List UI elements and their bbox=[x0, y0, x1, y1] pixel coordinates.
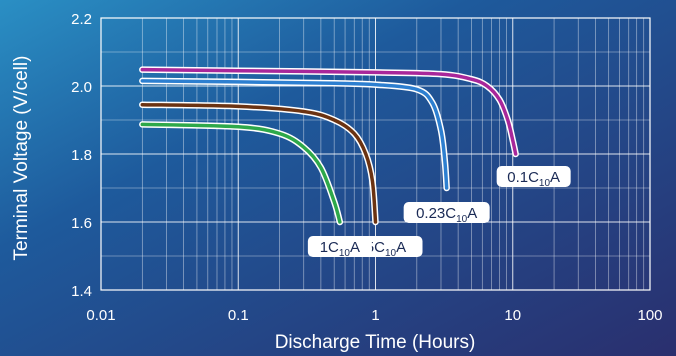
y-axis-title: Terminal Voltage (V/cell) bbox=[11, 56, 32, 261]
series-label-unit: A bbox=[550, 169, 560, 186]
x-tick-label: 10 bbox=[504, 307, 521, 324]
x-tick-label: 1 bbox=[371, 307, 379, 324]
series-label-main: 0.23C bbox=[416, 205, 456, 222]
plot-frame bbox=[100, 17, 651, 291]
y-tick-label: 1.4 bbox=[71, 283, 92, 300]
y-tick-label: 1.6 bbox=[71, 215, 92, 232]
series-line bbox=[140, 102, 378, 224]
series-line bbox=[140, 67, 518, 156]
y-tick-labels: 1.4 1.6 1.8 2.0 2.2 bbox=[71, 11, 92, 300]
series-label-sub: 10 bbox=[539, 178, 551, 189]
x-axis-title: Discharge Time (Hours) bbox=[275, 332, 476, 353]
series-label-box bbox=[496, 166, 571, 187]
series-label: 0.1C10A bbox=[496, 166, 571, 189]
series-label-box bbox=[403, 202, 490, 223]
series-line bbox=[140, 122, 342, 224]
series-label-sub: 10 bbox=[456, 214, 468, 225]
series-line bbox=[140, 79, 449, 190]
series-label: 1C10A bbox=[307, 236, 372, 259]
x-tick-labels: 0.01 0.1 1 10 100 bbox=[86, 307, 662, 324]
series-label: 0.23C10A bbox=[403, 202, 490, 225]
x-tick-label: 0.1 bbox=[228, 307, 249, 324]
x-tick-label: 100 bbox=[637, 307, 662, 324]
series-label-box bbox=[307, 236, 372, 257]
y-tick-label: 2.2 bbox=[71, 11, 92, 28]
series-label-sub: 10 bbox=[339, 248, 351, 259]
series-label-text: 0.23C10A bbox=[416, 205, 477, 225]
series-label-unit: A bbox=[396, 239, 406, 256]
y-tick-label: 1.8 bbox=[71, 147, 92, 164]
series-label-text: 1C10A bbox=[320, 239, 360, 259]
series-label-main: 1C bbox=[320, 239, 339, 256]
series-layer bbox=[139, 66, 519, 226]
series-label-text: 0.1C10A bbox=[507, 169, 560, 189]
series-label-unit: A bbox=[350, 239, 360, 256]
y-tick-label: 2.0 bbox=[71, 79, 92, 96]
series-label-sub: 10 bbox=[385, 248, 397, 259]
series-label-unit: A bbox=[467, 205, 477, 222]
x-tick-label: 0.01 bbox=[86, 307, 115, 324]
series-label-main: 0.1C bbox=[507, 169, 539, 186]
